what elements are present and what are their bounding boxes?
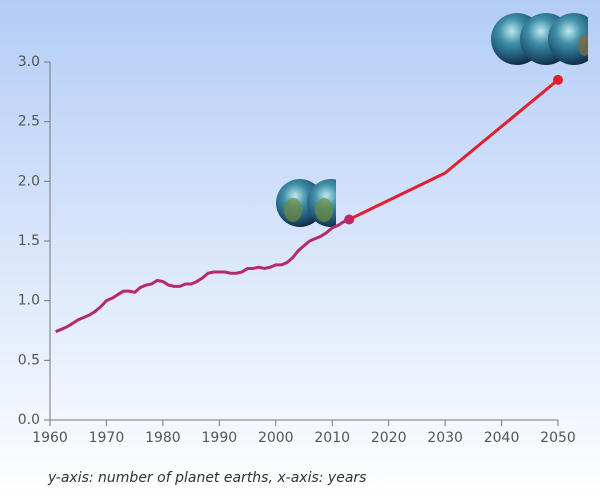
x-tick-label: 1990 bbox=[202, 430, 238, 446]
x-tick-label: 1980 bbox=[145, 430, 181, 446]
x-tick-label: 2040 bbox=[484, 430, 520, 446]
globe-icons bbox=[276, 179, 336, 227]
x-tick-label: 1970 bbox=[89, 430, 125, 446]
y-tick-label: 0.0 bbox=[18, 412, 40, 428]
x-tick-label: 2000 bbox=[258, 430, 294, 446]
x-tick-label: 1960 bbox=[32, 430, 68, 446]
y-tick-label: 1.5 bbox=[18, 233, 40, 249]
line bbox=[55, 218, 350, 334]
globe-icons bbox=[491, 13, 588, 65]
x-tick-label: 2010 bbox=[314, 430, 350, 446]
y-tick-label: 2.5 bbox=[18, 114, 40, 130]
y-tick-label: 0.5 bbox=[18, 352, 40, 368]
x-tick-label: 2050 bbox=[540, 430, 576, 446]
x-tick-label: 2020 bbox=[371, 430, 407, 446]
y-tick-label: 2.0 bbox=[18, 173, 40, 189]
y-tick-label: 1.0 bbox=[18, 293, 40, 309]
y-tick-label: 3.0 bbox=[18, 54, 40, 70]
line bbox=[348, 78, 559, 221]
axis-caption: y-axis: number of planet earths, x-axis:… bbox=[47, 470, 366, 486]
end-marker bbox=[553, 74, 563, 85]
x-tick-label: 2030 bbox=[427, 430, 463, 446]
